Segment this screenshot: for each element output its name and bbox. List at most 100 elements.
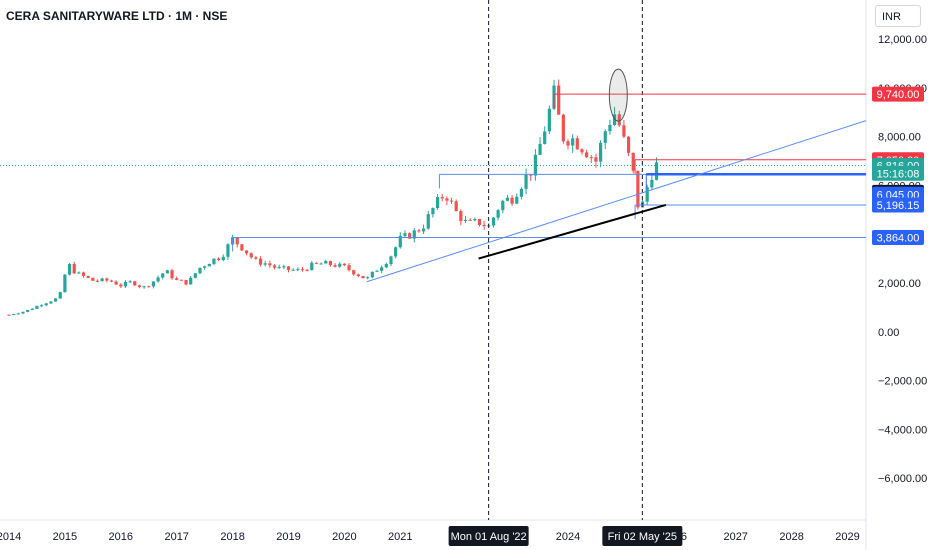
candle-body: [221, 256, 225, 260]
candle-body: [77, 272, 81, 274]
candle-body: [412, 230, 416, 239]
candle-body: [100, 278, 104, 281]
candle-body: [26, 309, 30, 312]
candle-body: [240, 244, 244, 251]
date-tag-label: Mon 01 Aug '22: [451, 531, 527, 543]
candle-body: [557, 85, 561, 115]
x-tick-label: 2027: [723, 531, 747, 543]
candle-body: [650, 179, 654, 188]
candle-body: [631, 152, 635, 171]
candle-body: [603, 131, 607, 143]
candle-body: [21, 311, 25, 314]
x-tick-label: 2021: [388, 531, 412, 543]
candle-body: [7, 314, 11, 316]
candle-body: [310, 262, 314, 271]
candle-body: [300, 269, 305, 271]
candle-body: [319, 263, 323, 265]
candle-body: [361, 276, 365, 279]
axes-layer: 12,000.0010,000.008,000.006,000.004,000.…: [0, 34, 927, 543]
candle-body: [389, 256, 393, 265]
candle-body: [454, 201, 458, 212]
candle-body: [589, 157, 593, 159]
candle-body: [142, 286, 146, 288]
price-tag-label: 5,196.15: [877, 200, 920, 212]
candle-body: [636, 170, 640, 208]
candle-body: [119, 284, 123, 287]
currency-selector[interactable]: INR: [875, 5, 921, 27]
candle-body: [356, 274, 360, 277]
candle-body: [394, 247, 398, 257]
x-tick-label: 2020: [332, 531, 356, 543]
blue-trendline[interactable]: [366, 120, 867, 283]
candle-body: [333, 265, 337, 267]
x-tick-label: 2015: [53, 531, 77, 543]
drawings-layer: [232, 0, 867, 520]
candle-body: [137, 285, 142, 288]
candle-body: [314, 262, 319, 264]
candle-body: [654, 162, 659, 180]
candle-body: [626, 136, 631, 153]
x-tick-label: 2018: [220, 531, 244, 543]
candle-body: [53, 298, 58, 302]
candle-body: [366, 277, 370, 279]
candle-body: [398, 235, 402, 248]
candle-body: [473, 219, 477, 221]
x-tick-label: 2029: [835, 531, 859, 543]
candle-body: [35, 306, 39, 309]
candle-body: [128, 281, 132, 283]
candle-body: [16, 313, 20, 315]
candle-body: [580, 149, 584, 153]
candle-body: [63, 274, 67, 293]
candle-body: [95, 280, 100, 282]
candle-body: [86, 275, 90, 278]
candle-body: [491, 217, 496, 226]
y-tick-label: −2,000.00: [878, 376, 927, 388]
black-trendline[interactable]: [478, 203, 667, 260]
candle-body: [575, 138, 579, 150]
candle-body: [161, 273, 165, 278]
candle-body: [254, 257, 258, 259]
candle-body: [510, 197, 514, 204]
candle-body: [571, 138, 575, 146]
candle-body: [324, 261, 328, 264]
candle-body: [268, 263, 272, 266]
candle-body: [203, 266, 207, 268]
candles-layer: [7, 79, 659, 316]
candle-body: [189, 277, 193, 285]
candle-body: [533, 154, 537, 176]
candle-body: [305, 269, 309, 271]
candle-body: [81, 272, 86, 276]
highlight-ellipse[interactable]: [608, 68, 628, 122]
candle-body: [165, 270, 169, 274]
price-tag-bg: [872, 197, 924, 213]
grid-layer: [0, 0, 867, 550]
candle-body: [524, 174, 528, 189]
candle-body: [347, 265, 351, 271]
candle-body: [226, 244, 230, 257]
candle-body: [217, 258, 221, 260]
candle-body: [352, 270, 356, 275]
candle-body: [482, 224, 486, 227]
candle-body: [375, 270, 379, 272]
candle-body: [529, 174, 533, 176]
y-tick-label: 0.00: [878, 327, 899, 339]
candle-body: [417, 230, 421, 232]
candle-body: [133, 281, 137, 286]
price-tag-bg: [872, 165, 924, 181]
candle-body: [258, 258, 263, 265]
candle-body: [277, 266, 281, 268]
candle-body: [244, 250, 249, 254]
y-tick-label: −4,000.00: [878, 424, 927, 436]
candle-body: [338, 263, 342, 267]
candle-body: [440, 197, 444, 199]
candle-body: [370, 271, 374, 278]
price-tag-bg: [872, 86, 924, 102]
candle-body: [561, 114, 565, 142]
candle-body: [170, 270, 174, 279]
candle-body: [477, 219, 482, 225]
candle-body: [212, 258, 216, 264]
candle-body: [342, 263, 346, 266]
candle-body: [30, 308, 34, 310]
x-tick-label: 2014: [0, 531, 21, 543]
